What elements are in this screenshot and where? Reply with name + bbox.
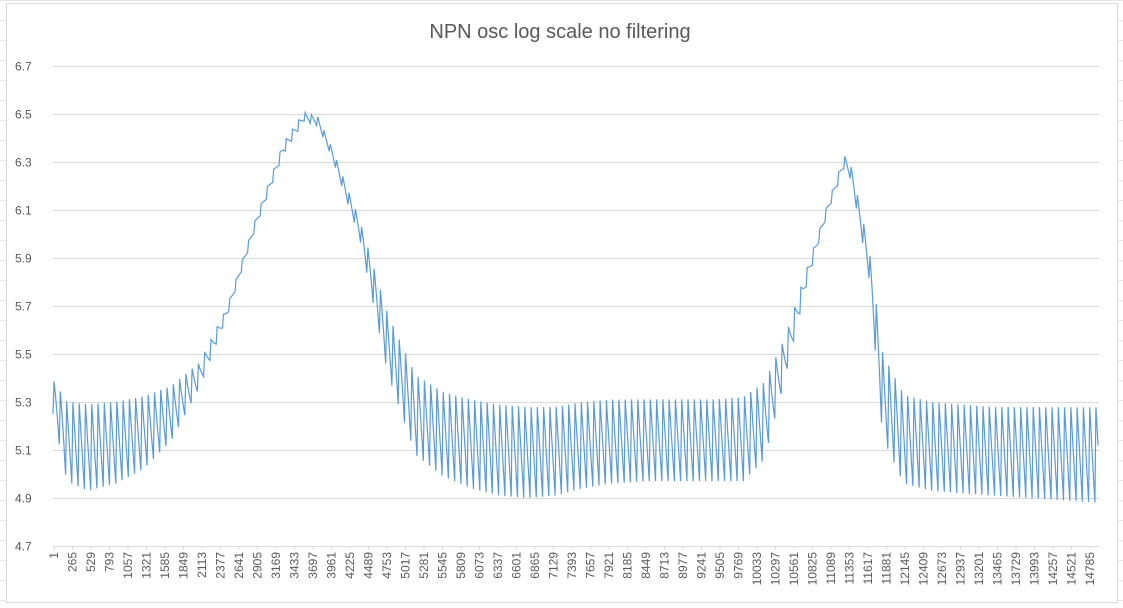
x-tick-label: 11617 [861,552,875,585]
x-tick-label: 3433 [288,552,302,579]
x-tick-label: 7129 [547,552,561,579]
y-axis-tick-labels: 4.7 4.9 5.1 5.3 5.5 5.7 5.9 6.1 6.3 6.5 6.7 [15,60,32,554]
x-axis-tick-labels: 1 265 529 793 1057 1321 1585 1849 2113 2377 2641 29… [47,552,1097,586]
y-tick-label: 6.3 [15,156,32,170]
x-tick-label: 8713 [658,552,672,579]
x-tick-label: 2905 [251,552,265,579]
x-tick-label: 1849 [177,552,191,579]
x-tick-label: 7657 [584,552,598,579]
x-tick-label: 14257 [1046,552,1060,586]
y-tick-label: 5.1 [15,444,32,458]
x-tick-label: 8449 [639,552,653,579]
x-tick-label: 11881 [880,552,894,585]
series-line [52,110,1099,503]
x-tick-label: 3961 [325,552,339,579]
x-tick-label: 12937 [954,552,968,586]
chart-area[interactable]: NPN osc log scale no filtering 4.7 4.9 5.1… [6,3,1118,603]
x-tick-label: 6865 [528,552,542,579]
y-tick-label: 6.1 [15,204,32,218]
y-tick-label: 5.5 [15,348,32,362]
x-tick-label: 4753 [380,552,394,579]
x-tick-label: 13201 [972,552,986,586]
x-tick-label: 1585 [158,552,172,579]
x-tick-label: 4225 [343,552,357,579]
y-tick-label: 6.5 [15,108,32,122]
x-tick-label: 1057 [121,552,135,579]
x-tick-label: 4489 [362,552,376,579]
x-tick-label: 2113 [195,552,209,578]
line-chart: NPN osc log scale no filtering 4.7 4.9 5.1… [15,21,1099,586]
x-tick-label: 13993 [1028,552,1042,586]
x-tick-label: 11089 [824,552,838,585]
horizontal-gridlines [53,66,1099,547]
x-tick-label: 12673 [935,552,949,586]
x-tick-label: 13465 [991,552,1005,586]
x-axis [53,546,1099,550]
y-tick-label: 6.7 [15,60,32,74]
x-tick-label: 5281 [417,552,431,579]
x-tick-label: 8977 [676,552,690,579]
x-tick-label: 265 [66,552,80,572]
y-tick-label: 5.3 [15,396,32,410]
x-tick-label: 529 [84,552,98,572]
x-tick-label: 2641 [232,552,246,579]
x-tick-label: 10561 [787,552,801,586]
x-tick-label: 9505 [713,552,727,579]
x-tick-label: 11353 [843,552,857,585]
x-tick-label: 12409 [917,552,931,586]
x-tick-label: 14521 [1065,552,1079,586]
x-tick-label: 10825 [806,552,820,586]
x-tick-label: 7393 [565,552,579,579]
x-tick-label: 5017 [399,552,413,579]
x-tick-label: 6601 [510,552,524,579]
x-tick-label: 7921 [602,552,616,579]
x-tick-label: 10033 [750,552,764,586]
x-tick-label: 5809 [454,552,468,579]
x-tick-label: 6073 [473,552,487,579]
chart-title: NPN osc log scale no filtering [429,21,690,43]
x-tick-label: 13729 [1009,552,1023,586]
y-tick-label: 5.9 [15,252,32,266]
x-tick-label: 3169 [269,552,283,579]
y-tick-label: 4.7 [15,540,32,554]
x-tick-label: 9241 [695,552,709,579]
x-tick-label: 1321 [140,552,154,579]
x-tick-label: 1 [47,552,61,559]
x-tick-label: 3697 [306,552,320,579]
series-layer [52,110,1099,503]
x-tick-label: 793 [103,552,117,572]
x-tick-label: 5545 [436,552,450,579]
x-tick-label: 10297 [769,552,783,586]
y-tick-label: 5.7 [15,300,32,314]
x-tick-label: 12145 [898,552,912,586]
x-tick-label: 9769 [732,552,746,579]
y-tick-label: 4.9 [15,492,32,506]
x-tick-label: 14785 [1083,552,1097,586]
x-tick-label: 2377 [214,552,228,579]
x-tick-label: 6337 [491,552,505,579]
x-tick-label: 8185 [621,552,635,579]
